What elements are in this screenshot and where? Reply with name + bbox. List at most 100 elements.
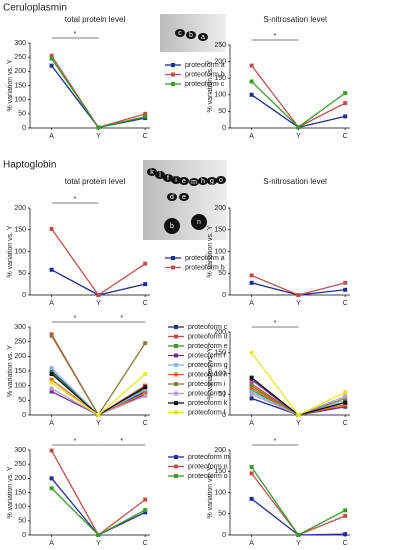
series-line [51,334,146,416]
significance-star: * [74,31,77,38]
gel-label: k [150,169,154,176]
data-point [143,508,148,513]
x-tick-label: C [143,133,148,140]
gel-label: o [219,177,223,184]
data-point [343,101,348,106]
gel-spot [189,178,199,186]
data-point [49,476,54,481]
x-tick-label: Y [296,300,301,307]
gel-label: i [175,177,177,184]
series-line [251,274,346,296]
data-point [343,398,348,403]
significance-star: * [274,320,277,327]
data-point [143,510,148,515]
series-line [51,58,146,129]
gel-label: b [170,223,174,230]
y-tick-label: 200 [14,475,26,482]
x-tick-label: Y [96,420,101,427]
data-point [249,390,254,395]
y-axis-label: % variation vs. Y [207,466,214,518]
legend-marker [174,334,178,339]
data-point [249,375,254,380]
legend-label: proteoform c [188,324,228,331]
data-point [143,497,148,502]
legend-label: proteoform i [188,381,226,388]
data-point [143,261,148,266]
series-line [251,65,346,128]
y-tick-label: 50 [218,270,226,277]
y-tick-label: 150 [214,350,226,357]
x-tick-label: Y [96,133,101,140]
data-point [249,383,254,388]
legend-label: proteoform a [185,62,225,69]
x-tick-label: C [343,300,348,307]
data-point [49,389,54,394]
data-point [143,114,148,119]
y-tick-label: 100 [14,504,26,511]
legend-marker [174,344,178,348]
x-tick-label: Y [296,540,301,547]
series-line [251,94,346,129]
gel-label: e [182,178,186,185]
gel-spot [186,31,196,39]
legend-label: proteoform m [188,454,230,461]
significance-star: * [74,315,77,322]
data-point [249,63,254,68]
data-point [49,226,54,231]
data-point [343,91,348,96]
legend-label: proteoform f [188,352,226,359]
series-line [51,55,146,129]
chart-title: S-nitrosation level [263,15,327,24]
data-point [143,341,148,346]
y-tick-label: 50 [218,108,226,115]
x-tick-label: A [249,133,254,140]
y-axis-label: % variation vs. Y [207,60,214,112]
data-point [49,386,54,391]
data-point [143,385,148,390]
data-point [249,392,254,397]
y-axis-label: % variation vs. Y [207,225,214,277]
y-tick-label: 250 [214,42,226,49]
gel-spot [155,171,165,179]
data-point [296,293,301,297]
y-tick-label: 150 [14,368,26,375]
significance-star: * [274,438,277,445]
significance-star: * [120,315,123,322]
legend-label: proteoform b [185,71,225,78]
y-axis-label: % variation vs. Y [7,466,14,518]
y-tick-label: 0 [22,125,26,132]
gel-spot [198,177,208,185]
x-tick-label: C [143,300,148,307]
data-point [249,377,254,382]
gel-label: e [182,194,186,201]
y-tick-label: 100 [214,92,226,99]
y-tick-label: 100 [214,370,226,377]
chart-title: total protein level [65,177,126,186]
data-point [343,390,348,395]
legend-label: proteoform a [185,255,225,262]
legend-marker [174,410,178,415]
y-tick-label: 250 [14,461,26,468]
gel-label: d [170,194,174,201]
y-tick-label: 0 [222,292,226,299]
gel-label: a [201,34,205,41]
series-line [251,472,346,536]
data-point [343,508,348,513]
y-tick-label: 50 [18,111,26,118]
significance-star: * [74,438,77,445]
data-point [249,381,254,386]
gel-spot [164,218,180,234]
y-tick-label: 200 [214,205,226,212]
y-tick-label: 50 [18,270,26,277]
legend-marker [174,464,178,469]
y-tick-label: 100 [214,489,226,496]
significance-star: * [74,196,77,203]
gel-label: n [197,219,201,226]
y-axis-label: % variation vs. Y [207,347,214,399]
significance-star: * [120,438,123,445]
gel-label: f [167,175,169,182]
gel-spot [163,174,173,182]
data-point [96,533,101,537]
data-point [49,56,54,61]
x-tick-label: Y [96,300,101,307]
